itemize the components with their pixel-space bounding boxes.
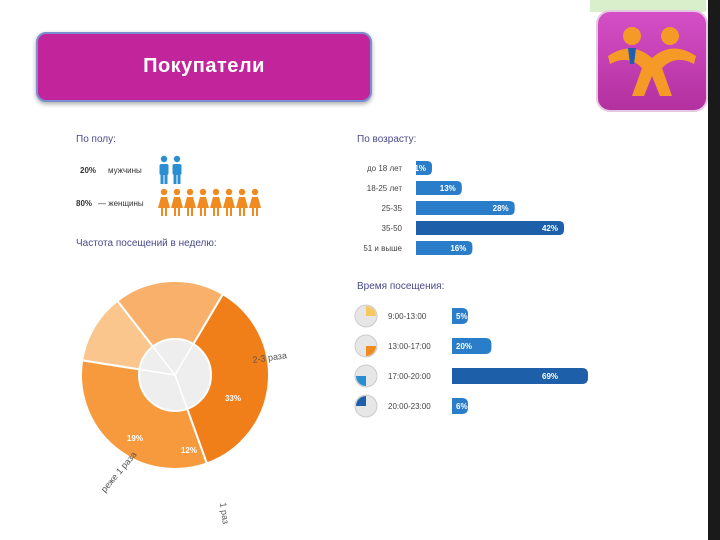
- gender-male-label: мужчины: [108, 166, 142, 175]
- age-category-label: 18-25 лет: [367, 184, 403, 193]
- male-icons: [159, 155, 182, 184]
- age-value-label: 1%: [414, 164, 426, 173]
- clock-sector: [366, 306, 376, 316]
- age-category-label: 51 и выше: [363, 244, 402, 253]
- pie-center-divider: [152, 346, 176, 376]
- clock-sector: [356, 376, 366, 386]
- time-bar: [452, 368, 588, 384]
- time-value-label: 5%: [456, 312, 468, 321]
- gender-female-percent: 80%: [76, 199, 93, 208]
- time-value-label: 20%: [456, 342, 472, 351]
- male-icons-group: [158, 155, 186, 185]
- female-person-icon: [184, 188, 196, 216]
- male-person-icon: [172, 155, 182, 184]
- pie-value-label: 19%: [127, 434, 143, 443]
- time-bar: [452, 308, 468, 324]
- time-bar-chart: 9:00-13:00 5% 13:00-17:00 20% 17:00-20:00 69%…: [354, 304, 588, 418]
- age-category-label: до 18 лет: [367, 164, 402, 173]
- time-value-label: 69%: [542, 372, 558, 381]
- age-heading: По возрасту:: [357, 134, 417, 145]
- right-edge-bar: [708, 0, 720, 540]
- age-value-label: 42%: [542, 224, 558, 233]
- pie-center-divider: [139, 368, 176, 376]
- female-person-icon: [210, 188, 222, 216]
- female-person-icon: [249, 188, 261, 216]
- gender-female-label: — женщины: [98, 199, 144, 208]
- time-bar: [452, 338, 492, 354]
- age-bar: [416, 201, 515, 215]
- female-person-icon: [158, 188, 170, 216]
- pie-category-label: 2-3 раза: [252, 350, 288, 365]
- female-icons-group: [158, 188, 264, 218]
- time-category-label: 9:00-13:00: [388, 312, 427, 321]
- male-person-icon: [159, 155, 169, 184]
- logo: [596, 10, 708, 112]
- slide-title-box: Покупатели: [36, 32, 372, 102]
- age-bar: [416, 221, 564, 235]
- age-bar: [416, 241, 473, 255]
- female-icons: [158, 188, 261, 216]
- gender-heading: По полу:: [76, 134, 116, 145]
- age-category-label: 35-50: [382, 224, 403, 233]
- time-category-label: 20:00-23:00: [388, 402, 431, 411]
- pie-value-label: 12%: [181, 446, 197, 455]
- female-person-icon: [197, 188, 209, 216]
- age-bar-chart: до 18 лет 1% 18-25 лет 13% 25-35 28% 35-50 42% 5…: [363, 161, 564, 255]
- age-category-label: 25-35: [382, 204, 403, 213]
- time-heading: Время посещения:: [357, 281, 445, 292]
- female-person-icon: [171, 188, 183, 216]
- frequency-heading: Частота посещений в неделю:: [76, 238, 217, 249]
- age-bar: [416, 161, 432, 175]
- gender-male-percent: 20%: [80, 166, 97, 175]
- time-bar: [452, 398, 468, 414]
- age-value-label: 28%: [493, 204, 509, 213]
- time-value-label: 6%: [456, 402, 468, 411]
- people-logo-icon: [608, 27, 696, 96]
- time-category-label: 17:00-20:00: [388, 372, 431, 381]
- clock-sector: [356, 396, 366, 406]
- age-bar: [416, 181, 462, 195]
- logo-strip: [590, 0, 706, 12]
- female-person-icon: [223, 188, 235, 216]
- pie-category-label: реже 1 раза: [99, 450, 139, 495]
- slide-title: Покупатели: [143, 55, 265, 77]
- time-category-label: 13:00-17:00: [388, 342, 431, 351]
- age-value-label: 16%: [450, 244, 466, 253]
- age-value-label: 13%: [440, 184, 456, 193]
- clock-sector: [366, 346, 376, 356]
- pie-center-divider: [174, 343, 194, 376]
- pie-category-label: 1 раз: [218, 502, 231, 525]
- pie-value-label: 33%: [225, 394, 241, 403]
- pie-center-divider: [174, 374, 188, 410]
- pie-slice: [115, 280, 225, 377]
- female-person-icon: [236, 188, 248, 216]
